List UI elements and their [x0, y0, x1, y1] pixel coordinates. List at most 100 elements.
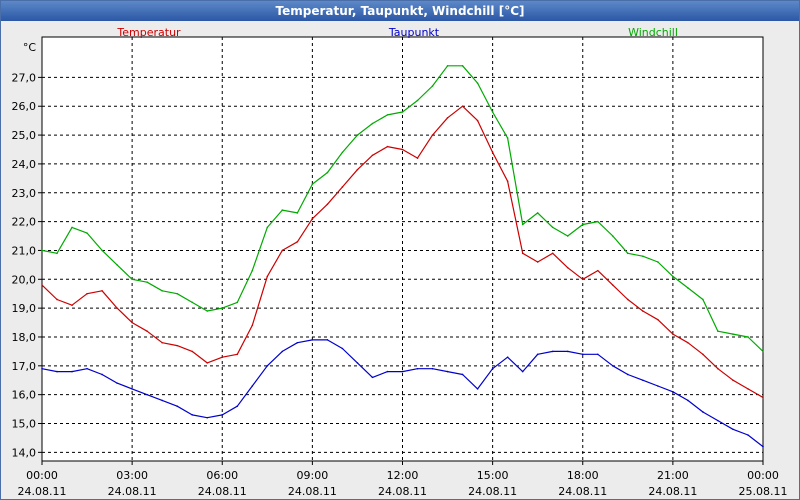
- data-point-windchill: [747, 336, 749, 338]
- data-point-taupunkt: [611, 365, 614, 367]
- data-point-taupunkt: [176, 405, 178, 407]
- data-point-temperatur: [672, 333, 674, 335]
- data-point-temperatur: [611, 284, 614, 286]
- data-point-temperatur: [221, 356, 224, 358]
- legend-taupunkt: Taupunkt: [388, 26, 440, 39]
- data-point-windchill: [596, 220, 599, 223]
- data-point-windchill: [206, 310, 209, 312]
- data-point-temperatur: [86, 292, 88, 295]
- x-tick-time: 03:00: [116, 469, 148, 482]
- data-point-temperatur: [506, 180, 509, 183]
- data-point-windchill: [687, 287, 689, 289]
- data-point-taupunkt: [581, 353, 584, 356]
- data-point-taupunkt: [476, 388, 479, 390]
- data-point-windchill: [266, 226, 269, 229]
- data-point-taupunkt: [446, 370, 449, 373]
- data-point-taupunkt: [687, 399, 689, 402]
- data-point-windchill: [71, 226, 73, 229]
- data-point-taupunkt: [71, 370, 73, 373]
- data-point-taupunkt: [416, 367, 419, 370]
- data-point-temperatur: [371, 154, 374, 157]
- data-point-temperatur: [702, 353, 704, 356]
- data-point-temperatur: [657, 318, 659, 321]
- data-point-taupunkt: [491, 367, 494, 370]
- data-point-taupunkt: [206, 416, 209, 419]
- data-point-temperatur: [446, 116, 449, 119]
- data-point-temperatur: [491, 151, 494, 154]
- data-point-taupunkt: [461, 373, 464, 376]
- data-point-temperatur: [266, 275, 269, 278]
- data-point-temperatur: [416, 157, 419, 159]
- data-point-taupunkt: [221, 414, 224, 416]
- data-point-temperatur: [732, 379, 734, 382]
- x-tick-date: 24.08.11: [468, 485, 517, 498]
- data-point-taupunkt: [296, 341, 299, 344]
- y-tick-label: 17,0: [12, 360, 37, 373]
- data-point-temperatur: [236, 353, 239, 356]
- data-point-temperatur: [386, 145, 389, 148]
- data-point-taupunkt: [101, 373, 103, 376]
- x-tick-date: 24.08.11: [108, 485, 157, 498]
- data-point-windchill: [251, 269, 254, 272]
- data-point-temperatur: [521, 252, 524, 255]
- data-point-temperatur: [627, 298, 629, 301]
- x-tick-time: 21:00: [657, 469, 689, 482]
- y-tick-label: 15,0: [12, 418, 37, 431]
- y-tick-label: 21,0: [12, 244, 37, 257]
- data-point-taupunkt: [386, 370, 389, 373]
- data-point-taupunkt: [431, 367, 434, 370]
- data-point-taupunkt: [717, 419, 719, 422]
- data-point-temperatur: [56, 298, 58, 301]
- data-point-windchill: [506, 137, 509, 139]
- data-point-temperatur: [356, 168, 359, 171]
- y-axis-label: °C: [23, 41, 37, 54]
- data-point-windchill: [762, 350, 764, 353]
- x-tick-time: 15:00: [477, 469, 509, 482]
- data-point-taupunkt: [596, 353, 599, 356]
- data-point-taupunkt: [311, 339, 314, 341]
- data-point-taupunkt: [161, 399, 163, 402]
- data-point-temperatur: [206, 362, 209, 364]
- data-point-windchill: [191, 301, 194, 304]
- data-point-windchill: [281, 209, 284, 211]
- data-point-temperatur: [747, 388, 749, 390]
- data-point-taupunkt: [326, 339, 329, 341]
- data-point-windchill: [732, 333, 734, 335]
- data-point-temperatur: [161, 341, 163, 344]
- data-point-windchill: [521, 223, 524, 226]
- x-tick-time: 12:00: [387, 469, 419, 482]
- data-point-windchill: [221, 307, 224, 309]
- data-point-taupunkt: [191, 414, 194, 416]
- data-point-windchill: [341, 151, 344, 154]
- data-point-windchill: [56, 252, 58, 255]
- data-point-taupunkt: [672, 390, 674, 393]
- data-point-windchill: [326, 171, 329, 174]
- x-tick-time: 00:00: [26, 469, 58, 482]
- data-point-taupunkt: [551, 350, 554, 353]
- data-point-temperatur: [341, 186, 344, 188]
- y-tick-label: 18,0: [12, 331, 37, 344]
- data-point-taupunkt: [657, 385, 659, 387]
- data-point-temperatur: [146, 330, 148, 333]
- data-point-taupunkt: [116, 382, 118, 384]
- y-tick-label: 19,0: [12, 302, 37, 315]
- data-point-taupunkt: [627, 373, 629, 376]
- data-point-temperatur: [596, 269, 599, 272]
- data-point-temperatur: [551, 252, 554, 255]
- data-point-temperatur: [431, 134, 434, 136]
- x-tick-date: 24.08.11: [648, 485, 697, 498]
- data-point-windchill: [386, 114, 389, 116]
- data-point-windchill: [717, 330, 719, 333]
- y-tick-label: 24,0: [12, 158, 37, 171]
- data-point-windchill: [702, 298, 704, 301]
- data-point-temperatur: [536, 261, 539, 263]
- data-point-windchill: [41, 249, 43, 252]
- data-point-windchill: [672, 275, 674, 278]
- data-point-windchill: [296, 212, 299, 214]
- data-point-temperatur: [642, 310, 644, 312]
- data-point-windchill: [536, 212, 539, 214]
- data-point-windchill: [657, 261, 659, 263]
- data-point-taupunkt: [401, 370, 404, 373]
- data-point-windchill: [311, 183, 314, 185]
- x-tick-time: 00:00: [747, 469, 779, 482]
